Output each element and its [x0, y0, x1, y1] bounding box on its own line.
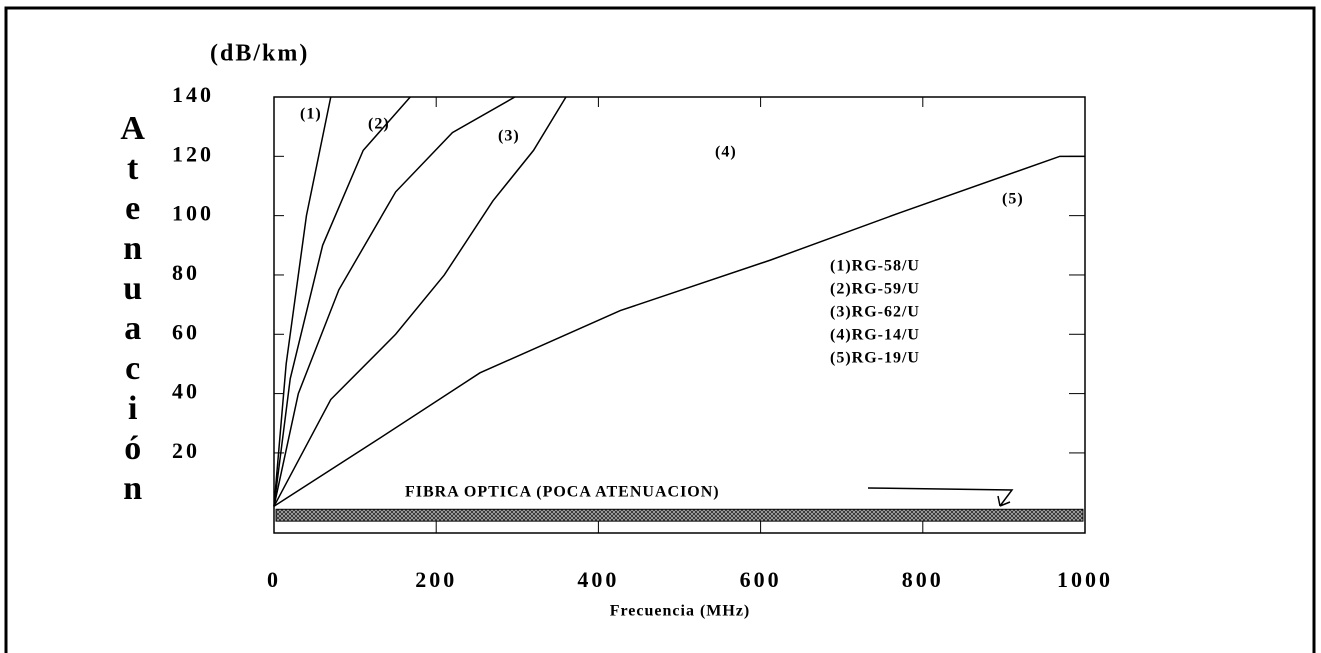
legend-entry: (1)RG-58/U — [830, 258, 920, 275]
series-line — [273, 155, 1085, 507]
y-tick-label: 60 — [172, 319, 200, 344]
fiber-label: FIBRA OPTICA (POCA ATENUACION) — [405, 484, 720, 501]
x-tick-label: 0 — [267, 567, 281, 592]
x-tick-label: 600 — [740, 567, 782, 592]
plot-frame — [273, 96, 1086, 534]
y-tick-label: 20 — [172, 438, 200, 463]
series-line — [273, 96, 567, 507]
x-tick-label: 200 — [415, 567, 457, 592]
x-axis-label: Frecuencia (MHz) — [610, 603, 751, 620]
legend-entry: (5)RG-19/U — [830, 350, 920, 367]
legend-entry: (3)RG-62/U — [830, 304, 920, 321]
fiber-band — [275, 508, 1084, 522]
y-tick-label: 140 — [172, 82, 214, 107]
y-axis-label: Atenuación — [114, 110, 151, 510]
series-line — [273, 96, 411, 507]
series-line — [273, 96, 516, 507]
y-tick-label: 100 — [172, 201, 214, 226]
series-label: (4) — [715, 144, 737, 161]
series-label: (2) — [368, 116, 390, 133]
legend-entry: (4)RG-14/U — [830, 327, 920, 344]
frame — [4, 6, 1316, 653]
legend-entry: (2)RG-59/U — [830, 281, 920, 298]
series-label: (1) — [300, 106, 322, 123]
x-tick-label: 1000 — [1057, 567, 1113, 592]
x-tick-label: 400 — [577, 567, 619, 592]
x-tick-label: 800 — [902, 567, 944, 592]
y-tick-label: 40 — [172, 379, 200, 404]
series-line — [273, 96, 332, 507]
y-tick-label: 120 — [172, 141, 214, 166]
series-label: (5) — [1002, 191, 1024, 208]
units-label: (dB/km) — [210, 41, 309, 67]
fiber-arrow — [867, 487, 1014, 507]
y-tick-label: 80 — [172, 260, 200, 285]
series-label: (3) — [498, 128, 520, 145]
